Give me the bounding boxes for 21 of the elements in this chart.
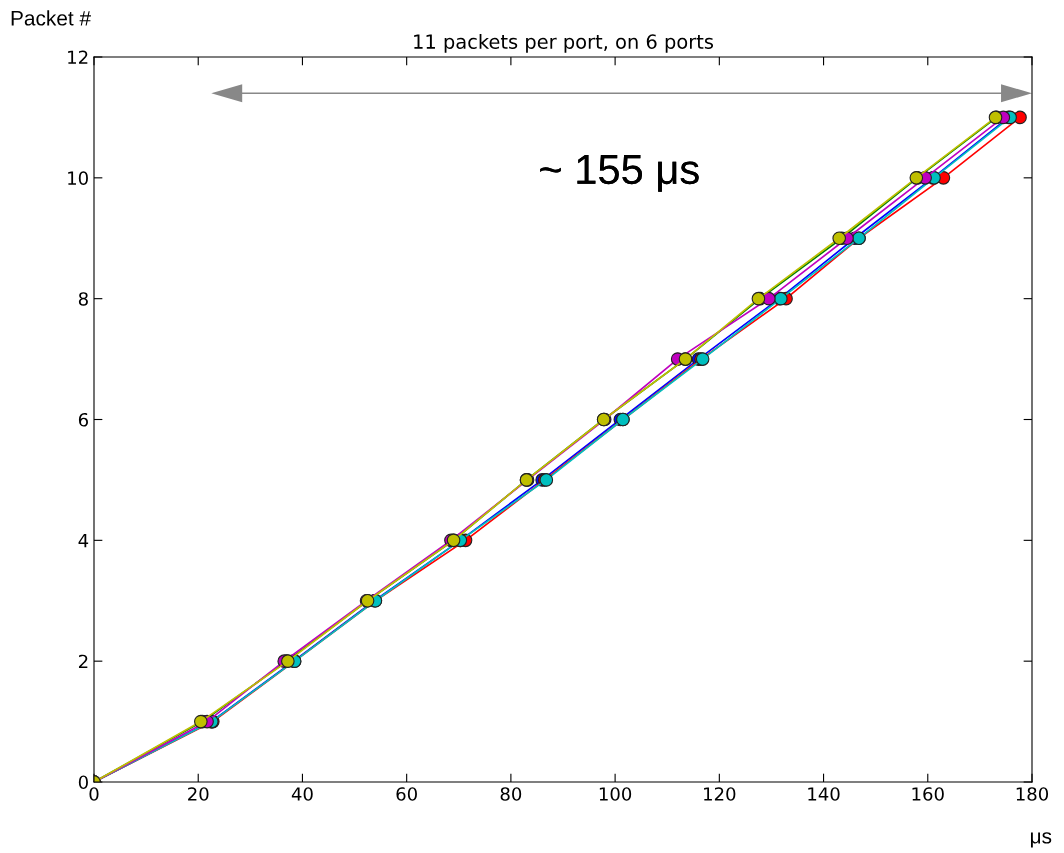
y-tick-label: 6 [78, 412, 88, 427]
x-tick-label: 120 [704, 787, 736, 801]
annotation: ~ 155 μs [540, 155, 699, 192]
x-axis-title: μs [1030, 832, 1052, 848]
x-tick-label: 80 [500, 787, 522, 801]
x-tick-label: 40 [291, 787, 313, 801]
x-tick-label: 180 [1016, 787, 1049, 801]
y-axis-title: Packet # [11, 10, 91, 26]
y-tick-label: 8 [78, 292, 88, 306]
x-tick-label: 140 [808, 787, 840, 801]
x-tick-label: 160 [912, 787, 944, 801]
x-tick-label: 100 [599, 787, 632, 801]
x-tick-label: 60 [396, 787, 417, 801]
y-tick-label: 2 [78, 654, 88, 669]
y-tick-label: 4 [78, 534, 89, 548]
y-tick-label: 12 [68, 50, 88, 64]
y-tick-label: 10 [68, 171, 88, 185]
x-tick-label: 20 [188, 787, 209, 801]
y-tick-label: 0 [78, 775, 88, 790]
x-tick-label: 0 [89, 787, 99, 801]
chart-title: 11 packets per port, on 6 ports [414, 33, 714, 53]
